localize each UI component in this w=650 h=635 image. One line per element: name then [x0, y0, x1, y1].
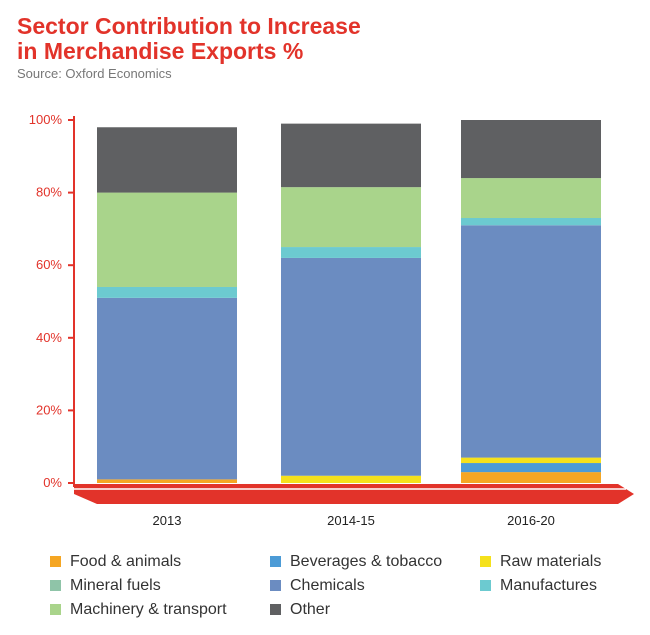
- stacked-bar-chart: 0% 20% 40% 60% 80% 100% 2013 2014-15 2016-20: [29, 112, 634, 528]
- y-tick-label: 0%: [43, 475, 62, 490]
- bar-segment: [97, 479, 237, 483]
- bar-segment: [461, 463, 601, 473]
- legend-label: Food & animals: [70, 552, 182, 570]
- bar-segment: [97, 192, 237, 287]
- y-tick-label: 20%: [36, 402, 62, 417]
- bar-segment: [281, 247, 421, 258]
- y-tick-label: 40%: [36, 330, 62, 345]
- bar-segment: [461, 178, 601, 219]
- legend-item: Raw materials: [480, 552, 640, 571]
- x-tick-label: 2016-20: [507, 513, 555, 528]
- bar-segment: [281, 187, 421, 248]
- bar-segment: [97, 297, 237, 480]
- bar-segment: [281, 257, 421, 476]
- legend-item: Chemicals: [270, 576, 480, 595]
- legend-item: Food & animals: [50, 552, 270, 571]
- chart-title-line-2: in Merchandise Exports %: [17, 38, 304, 64]
- chart-source: Source: Oxford Economics: [17, 66, 172, 81]
- legend-item: Machinery & transport: [50, 600, 270, 619]
- legend-swatch: [270, 556, 281, 567]
- legend-label: Manufactures: [500, 576, 597, 594]
- bar-segment: [97, 127, 237, 193]
- legend-swatch: [50, 580, 61, 591]
- x-tick-label: 2014-15: [327, 513, 375, 528]
- legend-swatch: [270, 604, 281, 615]
- y-tick-label: 100%: [29, 112, 63, 127]
- bar-segment: [461, 120, 601, 179]
- bar-segment: [461, 457, 601, 464]
- legend-swatch: [480, 580, 491, 591]
- bar-segment: [461, 218, 601, 226]
- bar-segment: [281, 123, 421, 188]
- legend-swatch: [50, 604, 61, 615]
- legend-item: Mineral fuels: [50, 576, 270, 595]
- chart-title-line-1: Sector Contribution to Increase: [17, 13, 361, 39]
- bar-segment: [281, 475, 421, 483]
- bar-segment: [461, 225, 601, 458]
- chart-title: Sector Contribution to Increase in Merch…: [17, 14, 361, 64]
- legend-item: Beverages & tobacco: [270, 552, 480, 571]
- legend-item: Manufactures: [480, 576, 640, 595]
- legend-label: Mineral fuels: [70, 576, 161, 594]
- bar-segment: [97, 286, 237, 298]
- legend-item: Other: [270, 600, 480, 619]
- legend-label: Beverages & tobacco: [290, 552, 443, 570]
- x-tick-label: 2013: [153, 513, 182, 528]
- legend-label: Chemicals: [290, 576, 365, 594]
- legend-label: Machinery & transport: [70, 600, 227, 618]
- legend-swatch: [480, 556, 491, 567]
- x-axis-baseline: [74, 484, 634, 504]
- y-tick-label: 80%: [36, 185, 62, 200]
- y-tick-label: 60%: [36, 257, 62, 272]
- legend-swatch: [270, 580, 281, 591]
- legend-label: Raw materials: [500, 552, 602, 570]
- bar-segment: [461, 472, 601, 483]
- legend-swatch: [50, 556, 61, 567]
- chart-legend: Food & animals Beverages & tobacco Raw mat…: [50, 552, 640, 619]
- legend-label: Other: [290, 600, 331, 618]
